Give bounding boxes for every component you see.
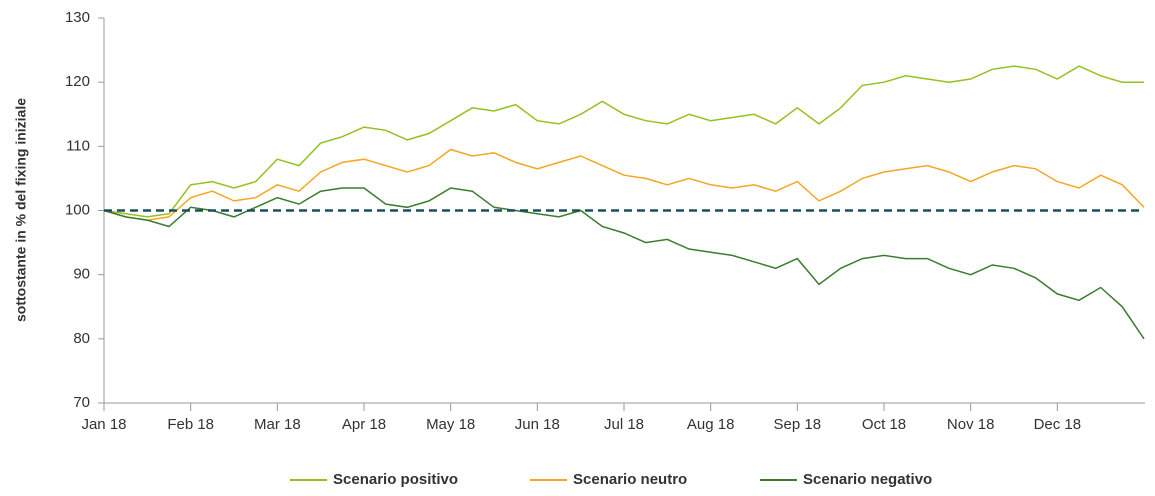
series-line [103, 65, 1144, 218]
series-line [103, 148, 1145, 221]
x-tick-label: Dec 18 [1034, 416, 1082, 433]
y-tick-label: 130 [65, 9, 90, 26]
x-tick-label: Nov 18 [947, 416, 995, 433]
y-tick-label: 110 [66, 137, 90, 154]
x-tick-label: Sep 18 [774, 416, 822, 433]
x-tick-label: Jul 18 [604, 416, 644, 433]
y-tick-label: 90 [73, 266, 90, 283]
x-tick-label: Jan 18 [81, 416, 126, 433]
series-line [103, 187, 1145, 340]
x-tick-label: Apr 18 [342, 416, 386, 433]
y-tick-label: 100 [65, 201, 90, 218]
y-tick-label: 120 [65, 73, 90, 90]
x-tick-label: May 18 [426, 416, 475, 433]
y-tick-label: 70 [73, 394, 90, 411]
x-tick-label: Aug 18 [687, 416, 735, 433]
x-tick-label: Oct 18 [862, 416, 906, 433]
legend-label: Scenario negativo [803, 471, 932, 488]
x-tick-label: Mar 18 [254, 416, 301, 433]
legend-label: Scenario positivo [333, 471, 458, 488]
x-tick-label: Jun 18 [515, 416, 560, 433]
legend-label: Scenario neutro [573, 471, 687, 488]
x-tick-label: Feb 18 [167, 416, 214, 433]
y-axis-label: sottostante in % del fixing iniziale [13, 98, 29, 322]
y-tick-label: 80 [73, 330, 90, 347]
